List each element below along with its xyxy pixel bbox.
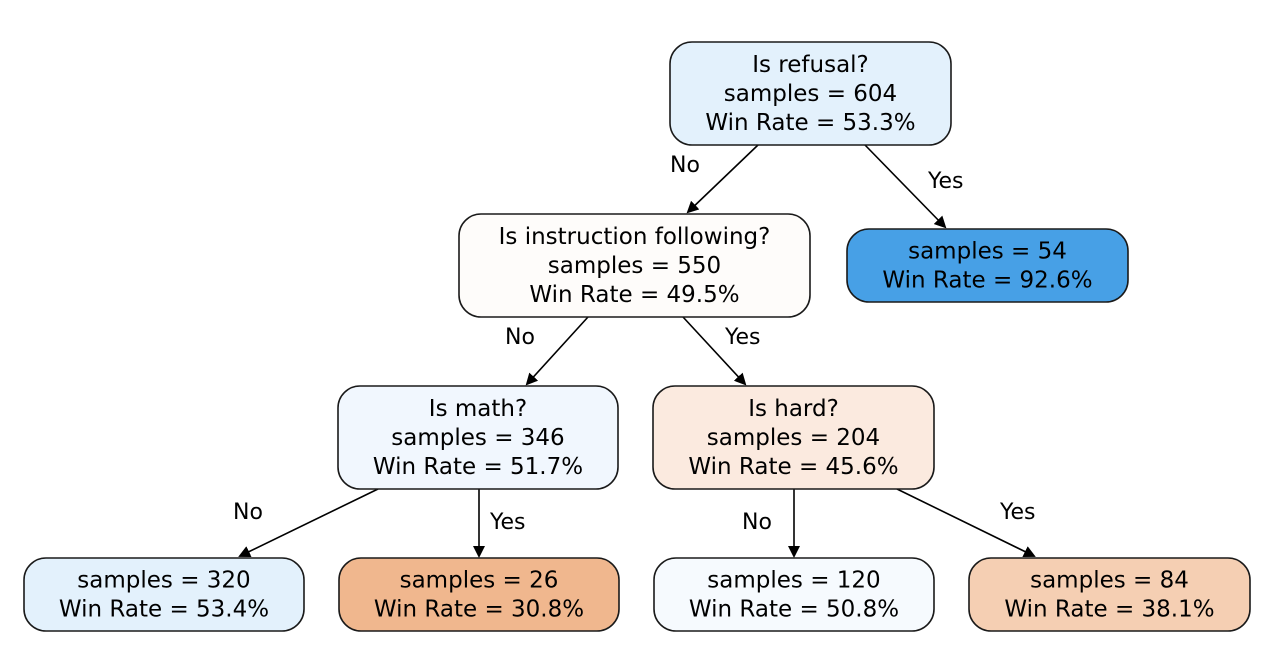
edge-root-to-refusal-yes: Yes — [864, 144, 964, 229]
edge-root-to-instr: No — [670, 144, 759, 214]
tree-node-instr: Is instruction following? samples = 550 Wi… — [458, 213, 811, 318]
node-question: Is math? — [429, 396, 527, 422]
node-samples: samples = 120 — [707, 568, 880, 594]
node-box — [23, 557, 305, 632]
node-win-rate: Win Rate = 51.7% — [373, 454, 583, 480]
edge-arrow — [238, 488, 379, 558]
edge-hard-to-hard-yes: Yes — [896, 488, 1036, 557]
node-samples: samples = 204 — [707, 425, 880, 451]
edge-instr-to-hard: Yes — [682, 316, 761, 386]
node-box — [652, 385, 935, 490]
node-box — [653, 557, 935, 632]
node-question: Is refusal? — [752, 52, 869, 78]
edge-arrow — [525, 316, 589, 386]
edge-arrow — [864, 144, 947, 229]
edge-label-yes: Yes — [999, 500, 1036, 525]
edge-label-yes: Yes — [927, 169, 964, 194]
node-samples: samples = 26 — [400, 568, 559, 594]
node-question: Is instruction following? — [499, 224, 771, 250]
node-win-rate: Win Rate = 49.5% — [529, 282, 739, 308]
node-win-rate: Win Rate = 50.8% — [689, 597, 899, 623]
node-samples: samples = 320 — [77, 568, 250, 594]
tree-node-root: Is refusal? samples = 604 Win Rate = 53.3% — [669, 41, 952, 146]
edge-math-to-math-no: No — [233, 488, 379, 558]
node-box — [338, 557, 620, 632]
edge-arrow — [896, 488, 1036, 557]
node-win-rate: Win Rate = 30.8% — [374, 597, 584, 623]
node-question: Is hard? — [748, 396, 839, 422]
edge-label-no: No — [742, 510, 772, 535]
edge-arrow — [682, 316, 747, 386]
node-samples: samples = 550 — [548, 253, 721, 279]
edge-hard-to-hard-no: No — [742, 489, 800, 558]
edge-label-no: No — [233, 500, 263, 525]
node-win-rate: Win Rate = 38.1% — [1004, 597, 1214, 623]
edge-math-to-math-yes: Yes — [473, 489, 526, 558]
node-samples: samples = 346 — [391, 425, 564, 451]
tree-node-hard-yes: samples = 84 Win Rate = 38.1% — [968, 557, 1251, 632]
edge-instr-to-math: No — [505, 316, 589, 386]
edge-label-no: No — [505, 325, 535, 350]
node-win-rate: Win Rate = 53.3% — [705, 110, 915, 136]
node-box — [669, 41, 952, 146]
node-box — [337, 385, 619, 490]
node-box — [968, 557, 1251, 632]
node-samples: samples = 54 — [908, 239, 1067, 265]
edge-label-yes: Yes — [724, 325, 761, 350]
node-box — [458, 213, 811, 318]
node-win-rate: Win Rate = 45.6% — [688, 454, 898, 480]
edge-label-no: No — [670, 153, 700, 178]
node-win-rate: Win Rate = 92.6% — [882, 268, 1092, 294]
node-box — [846, 228, 1129, 303]
tree-node-hard: Is hard? samples = 204 Win Rate = 45.6% — [652, 385, 935, 490]
edge-label-yes: Yes — [489, 510, 526, 535]
tree-node-math: Is math? samples = 346 Win Rate = 51.7% — [337, 385, 619, 490]
tree-node-math-yes: samples = 26 Win Rate = 30.8% — [338, 557, 620, 632]
tree-node-math-no: samples = 320 Win Rate = 53.4% — [23, 557, 305, 632]
node-samples: samples = 84 — [1030, 568, 1189, 594]
node-samples: samples = 604 — [724, 81, 897, 107]
tree-node-refusal-yes: samples = 54 Win Rate = 92.6% — [846, 228, 1129, 303]
tree-node-hard-no: samples = 120 Win Rate = 50.8% — [653, 557, 935, 632]
node-win-rate: Win Rate = 53.4% — [59, 597, 269, 623]
edge-arrow — [686, 144, 759, 214]
